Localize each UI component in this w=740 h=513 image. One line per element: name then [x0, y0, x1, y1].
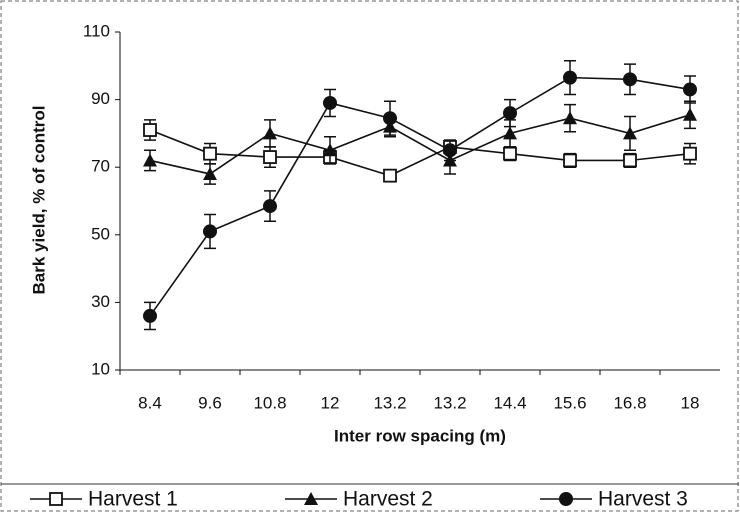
x-tick-label: 15.6	[553, 393, 586, 412]
marker	[559, 492, 573, 506]
marker	[683, 82, 697, 97]
y-tick-label: 110	[83, 21, 110, 40]
x-tick-label: 9.6	[198, 393, 222, 412]
series-line	[149, 129, 691, 177]
marker	[383, 168, 397, 183]
marker	[563, 70, 577, 85]
series-line	[149, 76, 691, 317]
x-tick-label: 12	[321, 393, 340, 412]
legend-label: Harvest 2	[343, 488, 433, 511]
x-tick-label: 13.2	[373, 393, 406, 412]
marker	[623, 126, 637, 140]
y-tick-label: 30	[91, 292, 110, 311]
marker	[203, 166, 217, 180]
y-tick-label: 70	[91, 157, 110, 176]
marker	[203, 146, 217, 161]
marker	[143, 153, 157, 167]
marker	[263, 199, 277, 214]
marker	[503, 106, 517, 121]
marker	[143, 123, 157, 137]
marker	[263, 150, 277, 164]
x-tick-label: 13.2	[433, 393, 466, 412]
series-line	[149, 114, 691, 175]
y-tick-label: 50	[91, 224, 110, 243]
marker	[323, 95, 337, 110]
marker	[563, 111, 577, 125]
x-tick-label: 14.4	[493, 393, 526, 412]
x-tick-label: 8.4	[138, 393, 162, 412]
marker	[503, 146, 517, 161]
marker	[304, 492, 318, 505]
marker	[683, 107, 697, 121]
marker	[263, 126, 277, 140]
marker	[563, 153, 577, 168]
legend-label: Harvest 3	[598, 488, 688, 511]
marker	[623, 72, 637, 87]
marker	[503, 126, 517, 140]
marker	[49, 492, 63, 506]
marker	[203, 224, 217, 239]
marker	[323, 143, 337, 157]
marker	[143, 308, 157, 323]
marker	[443, 143, 457, 158]
legend-label: Harvest 1	[88, 488, 178, 511]
x-axis-title: Inter row spacing (m)	[334, 426, 506, 445]
x-tick-label: 16.8	[613, 393, 646, 412]
y-tick-label: 90	[91, 89, 110, 108]
marker	[383, 111, 397, 126]
x-tick-label: 18	[681, 393, 700, 412]
x-tick-label: 10.8	[253, 393, 286, 412]
y-axis-title: Bark yield, % of control	[29, 106, 48, 295]
y-tick-label: 10	[91, 359, 110, 378]
marker	[623, 153, 637, 168]
marker	[683, 146, 697, 161]
